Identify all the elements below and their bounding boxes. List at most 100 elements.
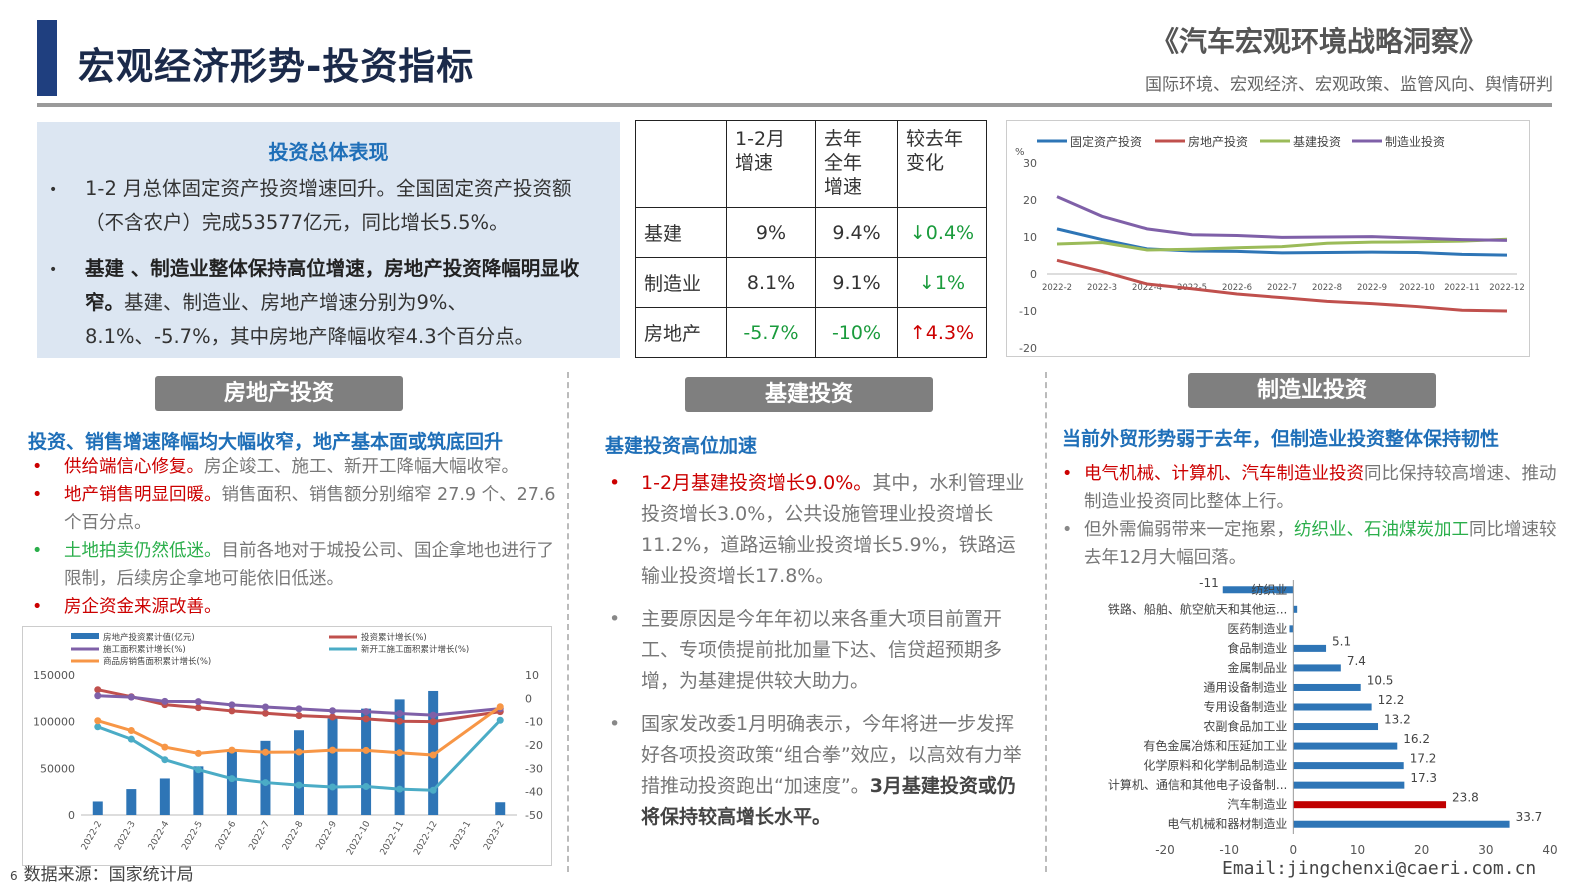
header-divider bbox=[37, 103, 1552, 107]
x-tick-label: 10 bbox=[1350, 843, 1365, 857]
series-line-制造业投资 bbox=[1056, 195, 1508, 242]
data-point bbox=[194, 698, 202, 706]
data-point bbox=[127, 693, 135, 701]
y-tick-label: -20 bbox=[1019, 342, 1037, 355]
row-change: ↓0.4% bbox=[897, 207, 987, 258]
source-text: 数据来源：国家统计局 bbox=[23, 865, 194, 885]
x-tick-label: 2023-2 bbox=[482, 820, 507, 853]
bullet: • bbox=[49, 182, 58, 198]
bar-2022-3 bbox=[126, 789, 137, 815]
table-header-change: 较去年 变化 bbox=[897, 120, 987, 208]
row-name: 基建 bbox=[635, 207, 727, 258]
bar-专用设备制造业 bbox=[1293, 703, 1372, 711]
bar-2022-4 bbox=[159, 778, 170, 815]
series-line-房地产投资 bbox=[1056, 258, 1508, 313]
data-point bbox=[228, 707, 236, 715]
value-label: 23.8 bbox=[1452, 791, 1479, 805]
section-pill-infrastructure: 基建投资 bbox=[685, 377, 933, 412]
data-point bbox=[295, 781, 303, 789]
table-header-blank bbox=[635, 120, 727, 208]
section-pill-real-estate: 房地产投资 bbox=[155, 376, 403, 411]
y-tick-label: -10 bbox=[1019, 305, 1037, 318]
data-point bbox=[161, 743, 169, 751]
body-text: 房企竣工、施工、新开工降幅大幅收窄。 bbox=[204, 457, 519, 477]
right-y-tick-label: -30 bbox=[525, 762, 543, 775]
row-name: 制造业 bbox=[635, 257, 727, 308]
x-tick-label: 2022-9 bbox=[1357, 283, 1387, 293]
list-item: • 土地拍卖仍然低迷。目前各地对于城投公司、国企拿地也进行了限制，后续房企拿地可能… bbox=[32, 541, 554, 589]
data-point bbox=[329, 746, 337, 754]
value-label: 33.7 bbox=[1516, 810, 1543, 824]
legend-label: 商品房销售面积累计增长(%) bbox=[103, 656, 211, 667]
row-ytd: 9% bbox=[726, 207, 816, 258]
data-point bbox=[362, 746, 370, 754]
bar-纺织业 bbox=[1222, 586, 1294, 594]
highlight-text: 地产销售明显回暖。 bbox=[64, 485, 222, 505]
x-tick-label: 2022-12 bbox=[1489, 283, 1525, 293]
x-tick-label: 2022-11 bbox=[1444, 283, 1480, 293]
data-point bbox=[228, 701, 236, 709]
data-point bbox=[194, 704, 202, 712]
x-tick-label: 0 bbox=[1290, 843, 1298, 857]
right-y-tick-label: -20 bbox=[525, 739, 543, 752]
highlight-text: 1-2月基建投资增长9.0%。 bbox=[641, 472, 873, 494]
data-point bbox=[329, 707, 337, 715]
legend-label: 新开工施工面积累计增长(%) bbox=[361, 644, 469, 655]
body-text: 其中，水利管理业投资增长3.0%，公共设施管理业投资增长11.2%，道路运输业投… bbox=[641, 472, 1025, 587]
category-label: 铁路、船舶、航空航天和其他运... bbox=[1108, 601, 1287, 616]
value-label: 5.1 bbox=[1332, 634, 1351, 648]
data-point bbox=[496, 703, 504, 711]
highlight-text: 土地拍卖仍然低迷。 bbox=[64, 541, 222, 561]
x-tick-label: 2022-6 bbox=[214, 819, 239, 852]
contact-email: Email:jingchenxi@caeri.com.cn bbox=[1222, 858, 1537, 879]
bar-2022-2 bbox=[92, 801, 103, 815]
data-point bbox=[295, 748, 303, 756]
data-point bbox=[261, 779, 269, 787]
row-last: 9.1% bbox=[815, 257, 898, 308]
infrastructure-heading: 基建投资高位加速 bbox=[605, 435, 758, 457]
legend-label: 施工面积累计增长(%) bbox=[103, 644, 186, 655]
overview-paragraph-2-rest: 基建、制造业、房地产增速分别为9%、8.1%、-5.7%，其中房地产降幅收窄4.… bbox=[85, 291, 535, 348]
category-label: 金属制品业 bbox=[1227, 660, 1287, 675]
real-estate-heading: 投资、销售增速降幅均大幅收窄，地产基本面或筑底回升 bbox=[28, 431, 504, 453]
data-point bbox=[429, 751, 437, 759]
row-name: 房地产 bbox=[635, 307, 727, 358]
x-tick-label: 2022-3 bbox=[113, 820, 138, 853]
row-last: 9.4% bbox=[815, 207, 898, 258]
row-change: ↓1% bbox=[897, 257, 987, 308]
manufacturing-bar-chart: 纺织业 -11 铁路、船舶、航空航天和其他运... 医药制造业 食品制造业 5.1 金属制品… bbox=[1065, 572, 1565, 862]
category-label: 通用设备制造业 bbox=[1203, 680, 1287, 694]
value-label: 12.2 bbox=[1378, 693, 1405, 707]
data-point bbox=[429, 711, 437, 719]
category-label: 电气机械和器材制造业 bbox=[1167, 816, 1287, 831]
data-point bbox=[127, 735, 135, 743]
x-tick-label: 2022-2 bbox=[80, 820, 105, 853]
table-header-ytd: 1-2月 增速 bbox=[726, 120, 816, 208]
category-label: 农副食品加工业 bbox=[1203, 719, 1287, 734]
series-line-投资累计增长(%) bbox=[97, 688, 501, 724]
legend-swatch bbox=[71, 633, 99, 639]
data-point bbox=[396, 785, 404, 793]
combo-chart-svg: 房地产投资累计值(亿元) 投资累计增长(%) 施工面积累计增长(%) 新开工施工面积累… bbox=[33, 632, 543, 857]
body-text: 同比保持较高增速、推动制造业投资同比整体上行。 bbox=[1084, 464, 1557, 512]
data-point bbox=[295, 712, 303, 720]
x-tick-label: 2022-7 bbox=[247, 820, 272, 853]
data-point bbox=[127, 727, 135, 735]
x-tick-label: 20 bbox=[1414, 843, 1429, 857]
data-point bbox=[161, 697, 169, 705]
data-point bbox=[94, 692, 102, 700]
infrastructure-bullets: • 1-2月基建投资增长9.0%。其中，水利管理业投资增长3.0%，公共设施管理业… bbox=[605, 468, 1025, 833]
bar-2022-5 bbox=[193, 766, 204, 815]
data-point bbox=[396, 710, 404, 717]
list-item: • 国家发改委1月明确表示，今年将进一步发挥好各项投资政策“组合拳”效应，以高效有… bbox=[609, 713, 1022, 828]
x-tick-label: 2022-3 bbox=[1087, 283, 1117, 293]
bar-电气机械和器材制造业 bbox=[1293, 820, 1510, 828]
x-tick-label: 30 bbox=[1478, 843, 1493, 857]
legend-label: 房地产投资累计值(亿元) bbox=[103, 632, 195, 643]
data-point bbox=[295, 705, 303, 713]
y-tick-label: 0 bbox=[1030, 268, 1037, 281]
list-item: • 房企资金来源改善。 bbox=[32, 597, 222, 617]
row-last: -10% bbox=[815, 307, 898, 358]
body-text: 但外需偏弱带来一定拖累， bbox=[1084, 520, 1294, 540]
